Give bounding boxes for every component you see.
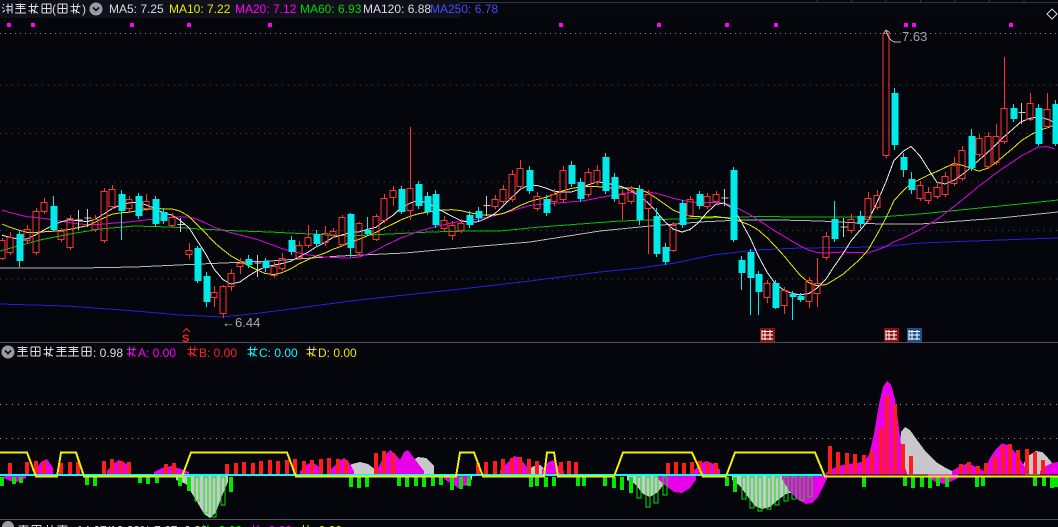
svg-text:←6.44: ←6.44 — [222, 315, 260, 330]
svg-text:S: S — [182, 333, 189, 345]
svg-text:D: 0.00: D: 0.00 — [318, 346, 357, 360]
svg-text:MA10: 7.22: MA10: 7.22 — [169, 2, 231, 16]
svg-text:A: 0.00: A: 0.00 — [138, 346, 176, 360]
svg-text:B: 0.00: B: 0.00 — [199, 346, 237, 360]
svg-text:C: 0.00: C: 0.00 — [259, 346, 298, 360]
svg-text:: 0.00: : 0.00 — [262, 524, 292, 527]
svg-text:: 0.00: : 0.00 — [212, 524, 242, 527]
svg-text:MA120: 6.88: MA120: 6.88 — [363, 2, 431, 16]
svg-text:(: ( — [52, 2, 56, 16]
svg-text:MA60: 6.93: MA60: 6.93 — [300, 2, 362, 16]
svg-text:: 0.00: : 0.00 — [312, 524, 342, 527]
svg-text:: 14.07/10.29% 7.67: 0.98: : 14.07/10.29% 7.67: 0.98 — [70, 524, 208, 527]
svg-text:MA5: 7.25: MA5: 7.25 — [109, 2, 164, 16]
svg-text:MA250: 6.78: MA250: 6.78 — [430, 2, 498, 16]
svg-text:MA20: 7.12: MA20: 7.12 — [235, 2, 297, 16]
svg-text:7.63: 7.63 — [902, 29, 927, 44]
svg-text:): ) — [82, 2, 86, 16]
svg-text:: 0.98: : 0.98 — [93, 346, 123, 360]
